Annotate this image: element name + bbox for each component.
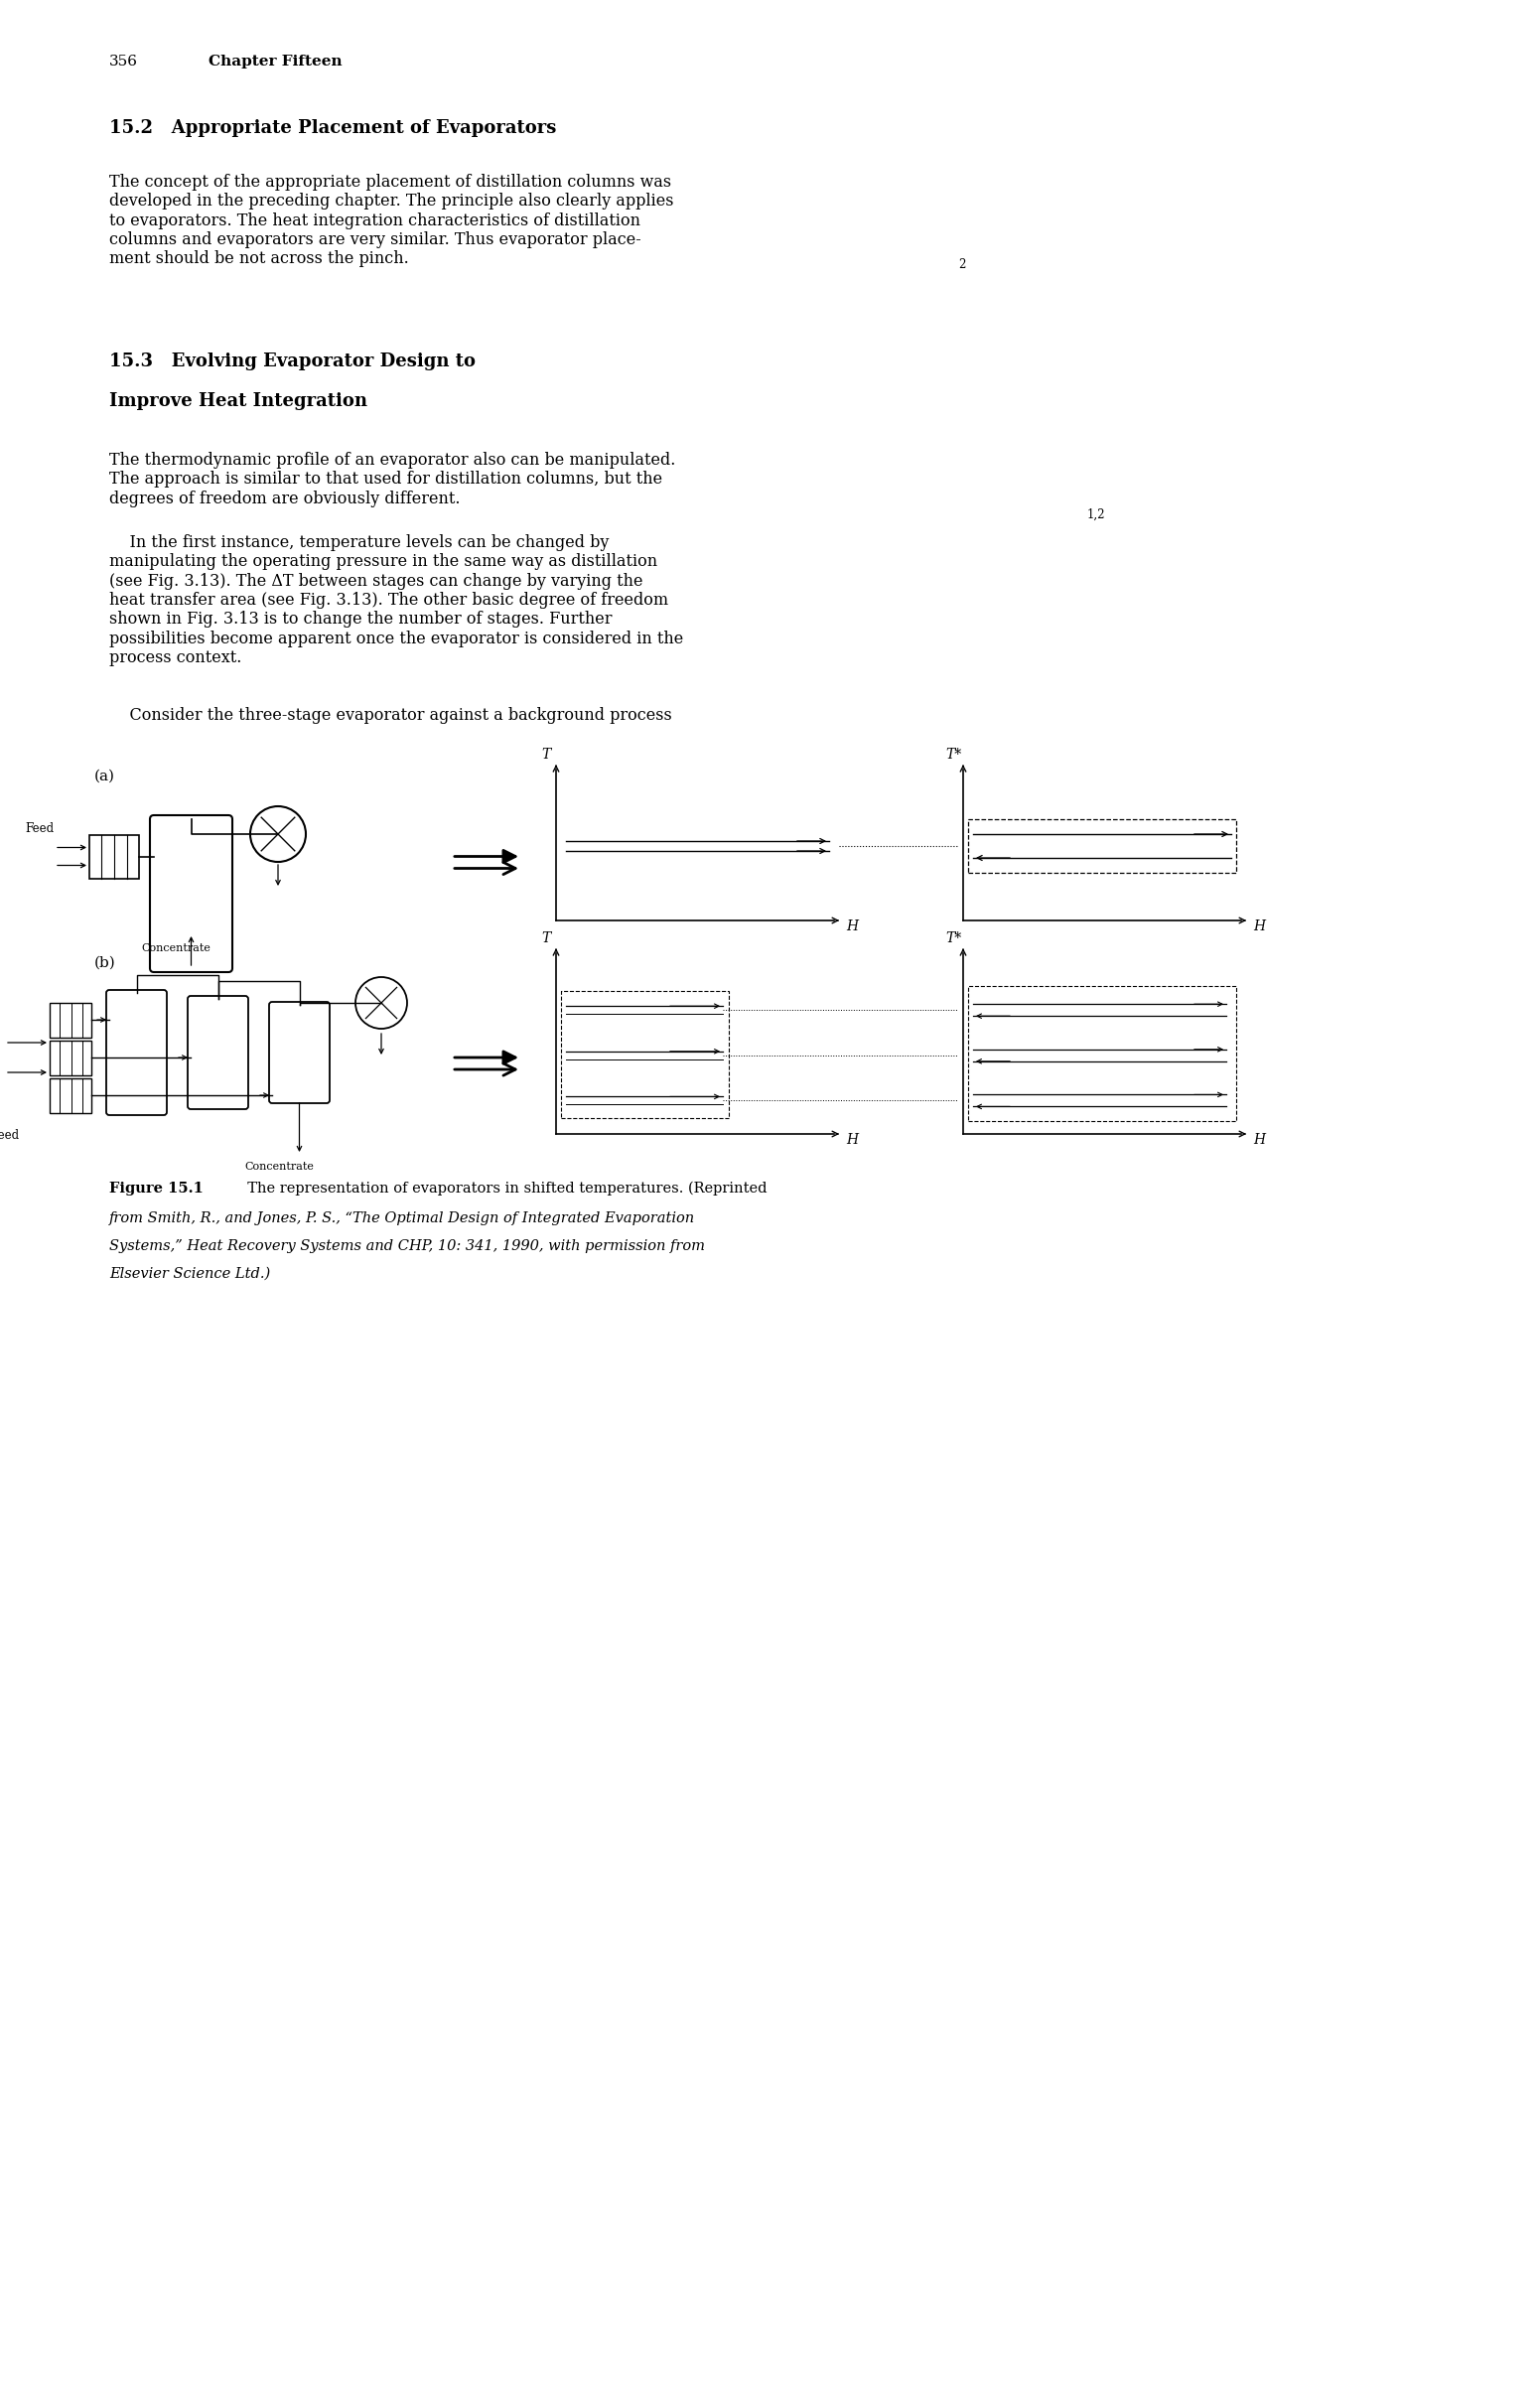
Bar (49, 1002, 91, 1038)
Text: 1,2: 1,2 (1087, 508, 1106, 520)
Bar (89, 835, 139, 878)
Text: Chapter Fifteen: Chapter Fifteen (208, 55, 342, 70)
Text: Feed: Feed (25, 823, 54, 835)
Text: 2: 2 (958, 259, 966, 271)
Text: 15.3   Evolving Evaporator Design to: 15.3 Evolving Evaporator Design to (109, 353, 476, 369)
Text: H: H (1254, 918, 1264, 933)
Bar (969, 986, 1237, 1122)
FancyBboxPatch shape (106, 990, 166, 1115)
Text: Figure 15.1: Figure 15.1 (109, 1182, 203, 1197)
Text: T: T (542, 930, 551, 945)
Text: H: H (845, 918, 858, 933)
Text: T*: T* (946, 748, 961, 763)
Bar (561, 990, 728, 1117)
Text: Concentrate: Concentrate (245, 1161, 314, 1173)
Text: Systems,” Heat Recovery Systems and CHP, 10: 341, 1990, with permission from: Systems,” Heat Recovery Systems and CHP,… (109, 1240, 705, 1254)
Text: 356: 356 (109, 55, 139, 70)
Text: T: T (542, 748, 551, 763)
Text: 15.2   Appropriate Placement of Evaporators: 15.2 Appropriate Placement of Evaporator… (109, 120, 556, 137)
FancyBboxPatch shape (269, 1002, 330, 1103)
FancyBboxPatch shape (188, 995, 248, 1110)
FancyBboxPatch shape (149, 815, 233, 971)
Text: H: H (1254, 1132, 1264, 1146)
Text: In the first instance, temperature levels can be changed by
manipulating the ope: In the first instance, temperature level… (109, 535, 684, 667)
Bar (49, 1077, 91, 1113)
Text: Improve Heat Integration: Improve Heat Integration (109, 393, 368, 410)
Text: from Smith, R., and Jones, P. S., “The Optimal Design of Integrated Evaporation: from Smith, R., and Jones, P. S., “The O… (109, 1211, 695, 1225)
Text: Consider the three-stage evaporator against a background process: Consider the three-stage evaporator agai… (109, 707, 671, 724)
Bar (49, 1041, 91, 1074)
Text: Elsevier Science Ltd.): Elsevier Science Ltd.) (109, 1266, 271, 1281)
Circle shape (249, 806, 306, 861)
Text: The representation of evaporators in shifted temperatures. (Reprinted: The representation of evaporators in shi… (239, 1182, 767, 1197)
Text: The thermodynamic profile of an evaporator also can be manipulated.
The approach: The thermodynamic profile of an evaporat… (109, 451, 676, 506)
Bar (969, 820, 1237, 873)
Text: Concentrate: Concentrate (142, 942, 211, 954)
Text: The concept of the appropriate placement of distillation columns was
developed i: The concept of the appropriate placement… (109, 173, 673, 269)
Circle shape (356, 976, 407, 1029)
Text: H: H (845, 1132, 858, 1146)
Text: (b): (b) (94, 957, 116, 971)
Text: Feed: Feed (0, 1129, 18, 1141)
Text: T*: T* (946, 930, 961, 945)
Text: (a): (a) (94, 770, 116, 784)
